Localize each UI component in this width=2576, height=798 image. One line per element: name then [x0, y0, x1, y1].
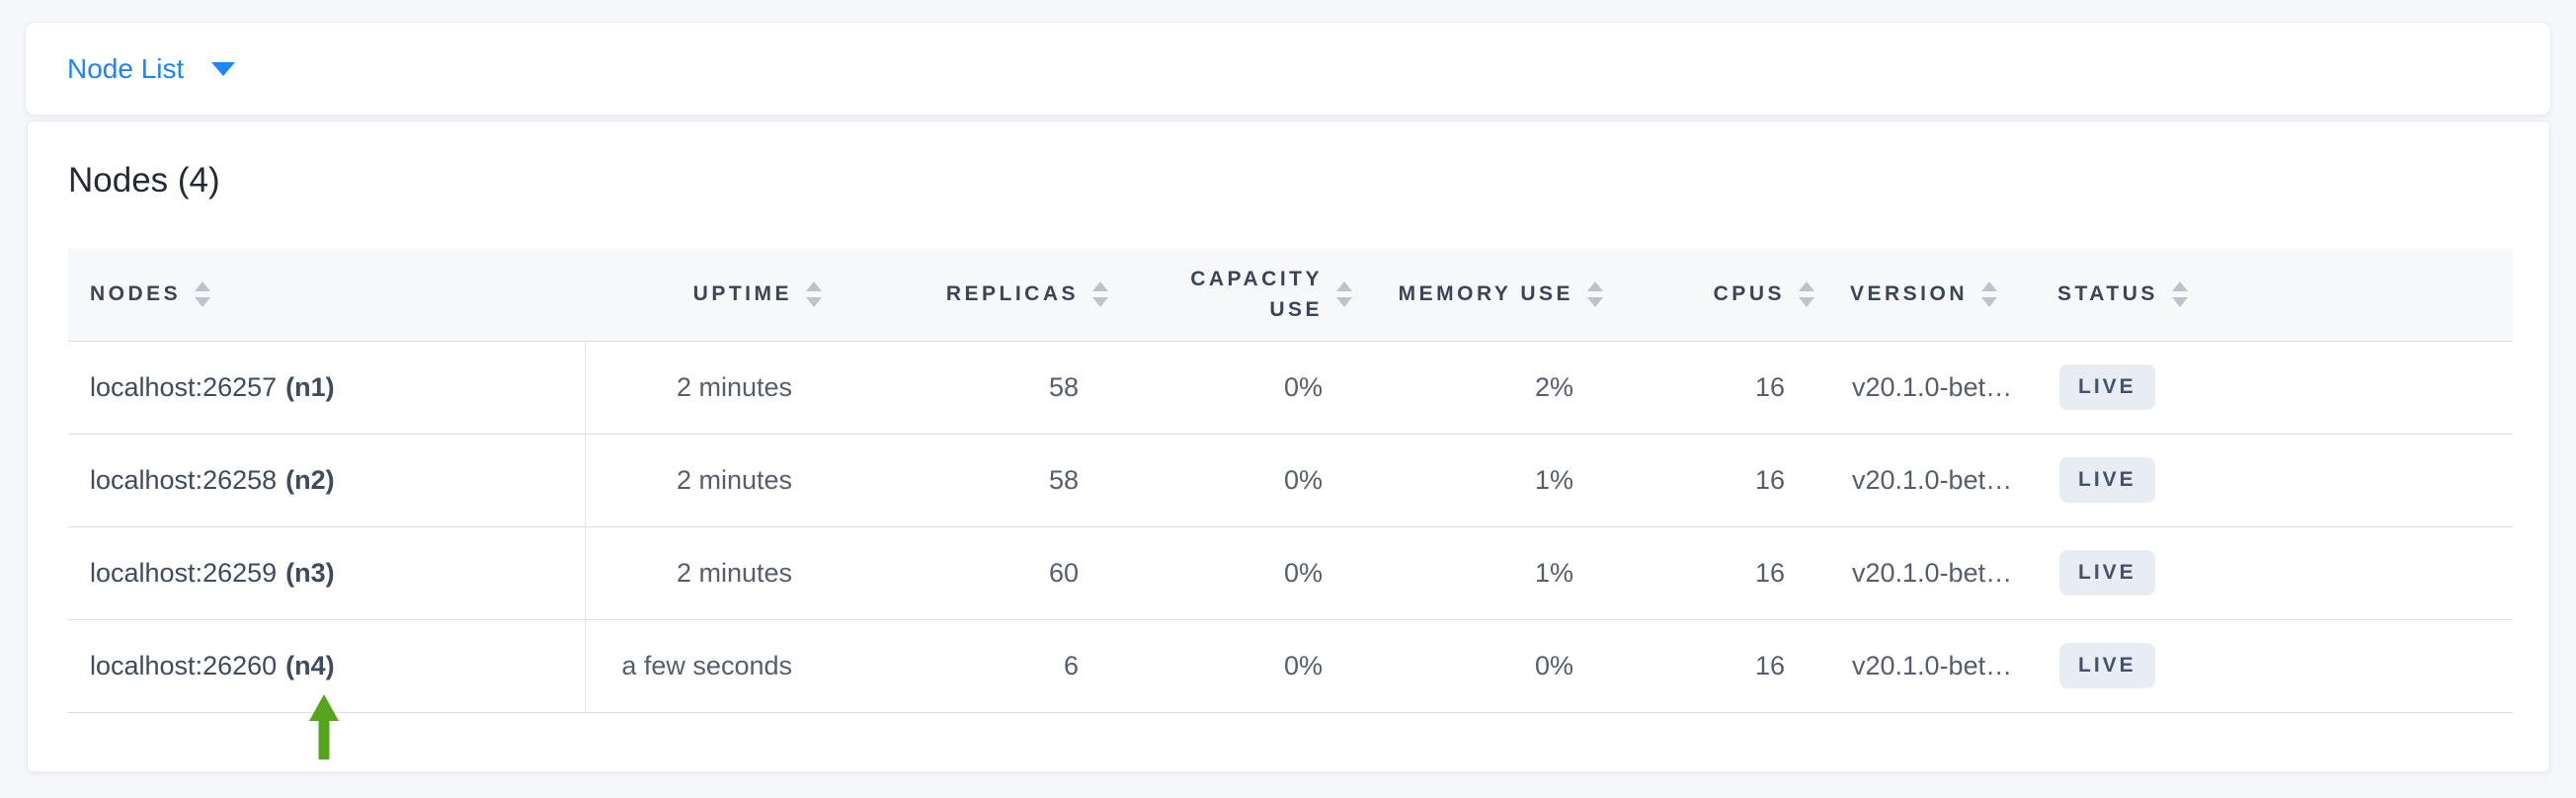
status-cell: LIVE	[2036, 619, 2513, 713]
column-label: NODES	[90, 282, 182, 305]
column-label: MEMORY USE	[1398, 282, 1573, 305]
column-header-status[interactable]: STATUS	[2036, 248, 2513, 342]
nodes-table: NODES UPTIME REPLICAS	[68, 248, 2513, 713]
replicas-cell: 6	[836, 619, 1122, 713]
version-cell: v20.1.0-bet…	[1828, 341, 2036, 435]
view-dropdown-label: Node List	[67, 52, 185, 84]
cpus-cell: 16	[1617, 526, 1828, 620]
replicas-cell: 58	[836, 434, 1122, 527]
node-address-cell[interactable]: localhost:26259 (n3)	[68, 526, 586, 620]
column-header-cpus[interactable]: CPUS	[1617, 248, 1828, 342]
table-row[interactable]: localhost:26257 (n1) 2 minutes 58 0% 2% 1…	[68, 341, 2513, 435]
node-id: (n1)	[285, 371, 335, 402]
capacity-use-cell: 0%	[1122, 619, 1366, 713]
sort-icon	[806, 281, 822, 307]
status-cell: LIVE	[2036, 341, 2513, 435]
status-cell: LIVE	[2036, 434, 2513, 527]
node-id: (n4)	[285, 650, 335, 680]
status-cell: LIVE	[2036, 526, 2513, 620]
view-selector-bar: Node List	[25, 22, 2551, 116]
replicas-cell: 58	[836, 341, 1122, 435]
column-header-version[interactable]: VERSION	[1828, 248, 2036, 342]
page-title: Nodes (4)	[68, 161, 220, 200]
node-address-cell[interactable]: localhost:26258 (n2)	[68, 434, 586, 527]
nodes-card: Nodes (4) NODES UPTIME	[27, 120, 2550, 772]
version-cell: v20.1.0-bet…	[1828, 526, 2036, 620]
uptime-cell: a few seconds	[585, 619, 836, 713]
memory-use-cell: 1%	[1366, 526, 1617, 620]
node-address-cell[interactable]: localhost:26260 (n4)	[68, 619, 586, 713]
node-address: localhost:26258	[90, 464, 278, 495]
cpus-cell: 16	[1617, 434, 1828, 527]
column-label: REPLICAS	[945, 282, 1079, 305]
status-badge: LIVE	[2059, 364, 2155, 411]
column-label: VERSION	[1850, 282, 1969, 305]
node-address-cell[interactable]: localhost:26257 (n1)	[68, 341, 586, 435]
capacity-use-cell: 0%	[1122, 434, 1366, 527]
uptime-cell: 2 minutes	[585, 341, 836, 435]
status-badge: LIVE	[2059, 643, 2155, 689]
table-row[interactable]: localhost:26259 (n3) 2 minutes 60 0% 1% 1…	[68, 526, 2513, 620]
sort-icon	[1799, 281, 1814, 307]
sort-icon	[1981, 281, 1998, 307]
capacity-use-cell: 0%	[1122, 526, 1366, 620]
replicas-cell: 60	[836, 526, 1122, 620]
column-header-memory-use[interactable]: MEMORY USE	[1366, 248, 1617, 342]
status-badge: LIVE	[2059, 550, 2155, 597]
capacity-use-cell: 0%	[1122, 341, 1366, 435]
sort-icon	[1336, 281, 1352, 307]
column-label: CAPACITY USE	[1190, 267, 1323, 322]
sort-icon	[195, 281, 211, 307]
sort-icon	[1092, 281, 1108, 307]
memory-use-cell: 2%	[1366, 341, 1617, 435]
caret-down-icon	[211, 61, 236, 76]
column-header-uptime[interactable]: UPTIME	[585, 248, 836, 342]
view-dropdown[interactable]: Node List	[67, 52, 236, 85]
column-header-nodes[interactable]: NODES	[68, 248, 585, 342]
column-label: UPTIME	[692, 282, 792, 305]
uptime-cell: 2 minutes	[585, 434, 836, 527]
uptime-cell: 2 minutes	[585, 526, 836, 620]
column-header-replicas[interactable]: REPLICAS	[836, 248, 1122, 342]
sort-icon	[2171, 281, 2188, 307]
memory-use-cell: 1%	[1366, 434, 1617, 527]
table-header-row: NODES UPTIME REPLICAS	[68, 248, 2513, 342]
memory-use-cell: 0%	[1366, 619, 1617, 713]
version-cell: v20.1.0-bet…	[1828, 619, 2036, 713]
node-id: (n3)	[285, 557, 335, 588]
cpus-cell: 16	[1617, 341, 1828, 435]
cpus-cell: 16	[1617, 619, 1828, 713]
column-label: STATUS	[2057, 282, 2158, 305]
node-id: (n2)	[285, 464, 335, 495]
node-address: localhost:26257	[90, 371, 278, 402]
node-address: localhost:26260	[90, 650, 278, 680]
table-row[interactable]: localhost:26258 (n2) 2 minutes 58 0% 1% 1…	[68, 434, 2513, 527]
column-label: CPUS	[1713, 282, 1785, 305]
sort-icon	[1587, 281, 1603, 307]
column-header-capacity-use[interactable]: CAPACITY USE	[1122, 248, 1366, 342]
status-badge: LIVE	[2059, 457, 2155, 504]
node-address: localhost:26259	[90, 557, 278, 588]
table-row[interactable]: localhost:26260 (n4) a few seconds 6 0% 0…	[68, 619, 2513, 713]
version-cell: v20.1.0-bet…	[1828, 434, 2036, 527]
